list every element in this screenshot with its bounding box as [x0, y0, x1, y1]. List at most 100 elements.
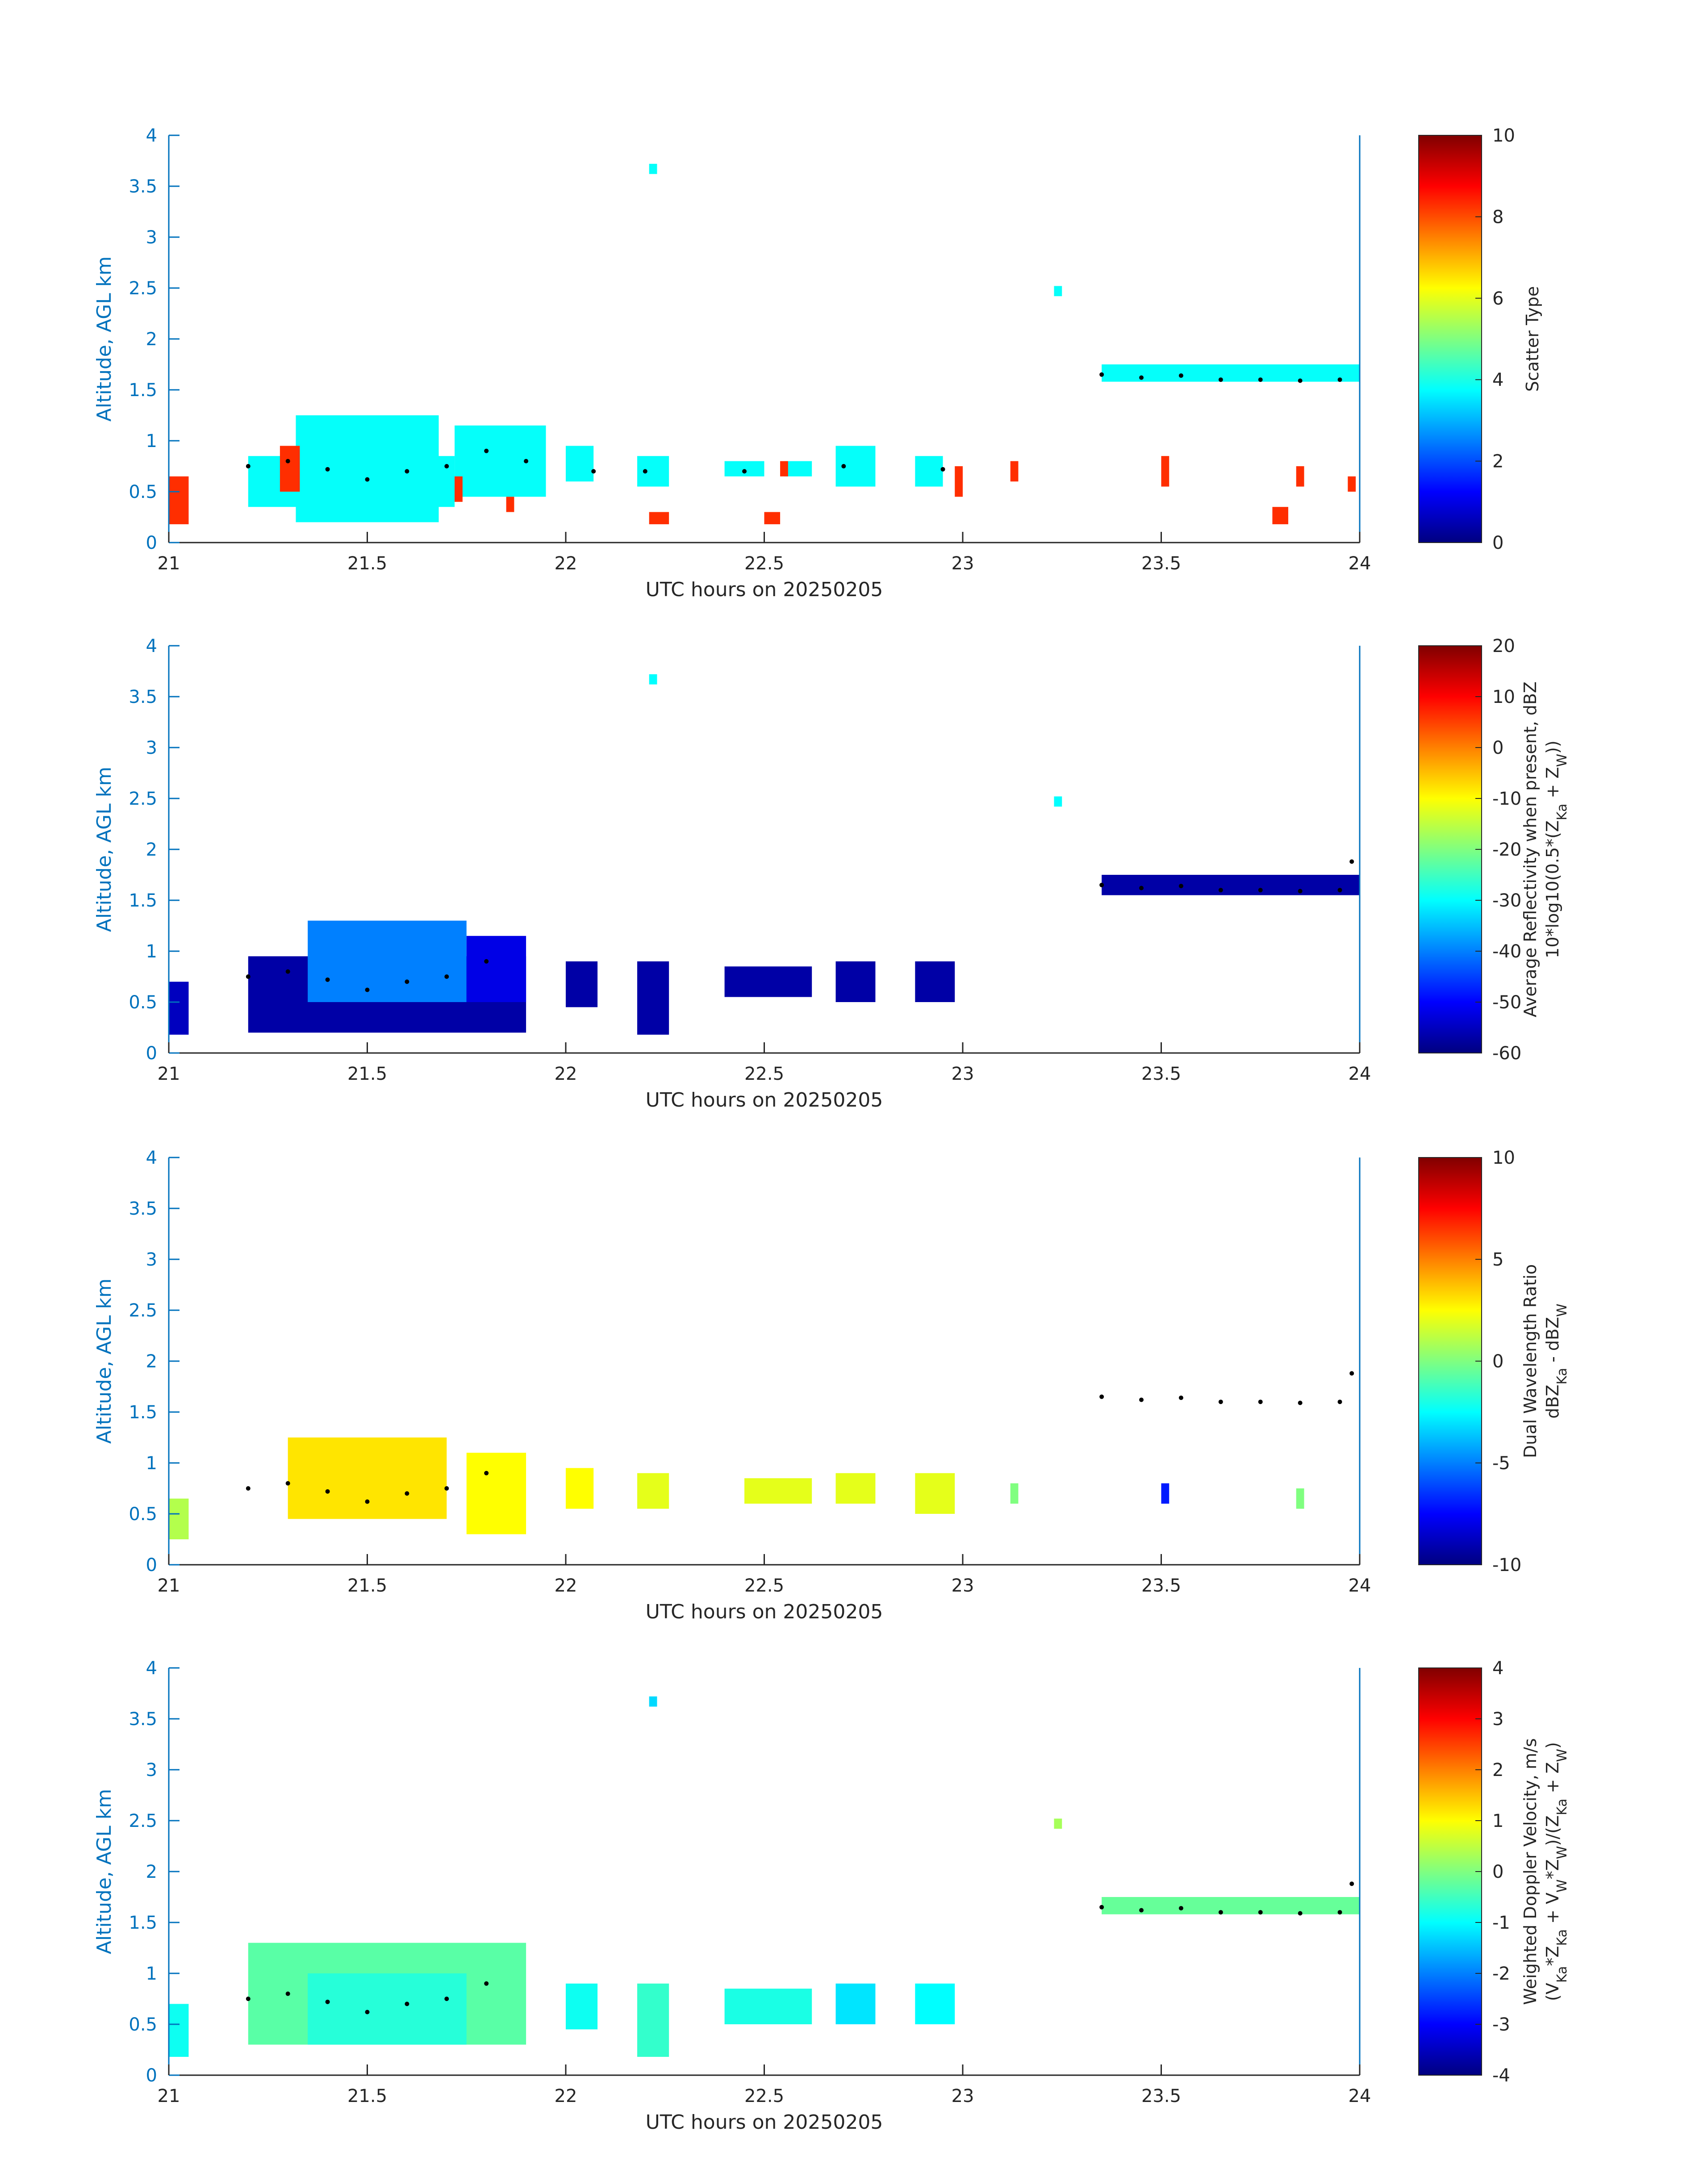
cloud-base-dot	[1337, 1910, 1342, 1915]
cloud-base-dot	[1349, 859, 1354, 864]
y-tick-label: 1.5	[129, 380, 157, 401]
cloud-base-dot	[325, 1489, 330, 1494]
cloud-base-dot	[841, 464, 846, 468]
x-axis-label: UTC hours on 20250205	[646, 1600, 883, 1623]
colorbar	[1418, 1667, 1482, 2076]
data-region	[1296, 466, 1304, 487]
colorbar	[1418, 645, 1482, 1053]
x-tick-label: 22	[555, 1064, 577, 1084]
data-region	[1102, 875, 1360, 895]
data-region	[566, 961, 598, 1007]
colorbar-tick-label: 5	[1492, 1249, 1503, 1270]
cloud-base-dot	[1178, 1906, 1183, 1911]
y-tick-label: 3	[146, 738, 157, 758]
data-region	[649, 1696, 657, 1707]
data-region	[784, 461, 812, 476]
data-region	[1102, 1897, 1360, 1914]
cloud-base-dot	[484, 1471, 489, 1475]
colorbar-tick-label: 2	[1492, 451, 1503, 472]
data-region	[566, 1983, 598, 2030]
x-tick-label: 24	[1349, 1064, 1371, 1084]
data-region	[649, 512, 669, 524]
x-axis-label: UTC hours on 20250205	[646, 578, 883, 601]
x-tick-label: 22	[555, 2086, 577, 2106]
colorbar-tick-label: 4	[1492, 1658, 1503, 1679]
y-tick-label: 0.5	[129, 2014, 157, 2035]
colorbar-tick-label: 2	[1492, 1760, 1503, 1780]
cloud-base-dot	[1258, 1910, 1263, 1915]
cloud-base-dot	[285, 1991, 290, 1996]
data-region	[1296, 1488, 1304, 1509]
cloud-base-dot	[1178, 884, 1183, 889]
x-axis-label: UTC hours on 20250205	[646, 1089, 883, 1111]
data-region	[466, 1453, 526, 1534]
cloud-base-dot	[524, 459, 529, 464]
data-region	[649, 163, 657, 174]
x-tick-label: 21.5	[347, 1575, 387, 1596]
x-tick-label: 22	[555, 1575, 577, 1596]
colorbar-tick-label: 8	[1492, 207, 1503, 227]
y-tick-label: 2.5	[129, 789, 157, 809]
cloud-base-dot	[1337, 888, 1342, 893]
y-tick-label: 0.5	[129, 1504, 157, 1525]
x-tick-label: 21.5	[347, 553, 387, 574]
cloud-base-dot	[365, 987, 370, 992]
y-tick-label: 2	[146, 1351, 157, 1372]
cloud-base-dot	[742, 469, 747, 474]
cloud-base-dot	[484, 959, 489, 964]
y-tick-label: 1.5	[129, 1402, 157, 1423]
cloud-base-dot	[1178, 1396, 1183, 1400]
cloud-base-dot	[285, 1481, 290, 1486]
colorbar-label: dBZKa - dBZW	[1543, 1304, 1570, 1419]
data-region	[169, 476, 189, 524]
x-tick-label: 21.5	[347, 2086, 387, 2106]
cloud-base-dot	[1099, 1394, 1104, 1399]
data-region	[288, 1437, 447, 1519]
data-region	[169, 2004, 189, 2057]
cloud-base-dot	[591, 469, 596, 474]
colorbar-tick-label: -2	[1492, 1964, 1510, 1984]
colorbar	[1418, 1157, 1482, 1565]
cloud-base-dot	[246, 1997, 251, 2001]
colorbar-tick-label: -10	[1492, 1555, 1521, 1575]
data-region	[308, 1973, 467, 2045]
colorbar-tick-label: -60	[1492, 1043, 1521, 1064]
colorbar-tick-label: -30	[1492, 890, 1521, 911]
colorbar-tick-label: 0	[1492, 1862, 1503, 1882]
colorbar-tick-label: 3	[1492, 1709, 1503, 1730]
data-region	[1102, 364, 1360, 382]
colorbar-tick-label: 10	[1492, 1148, 1515, 1168]
data-region	[506, 497, 514, 512]
data-region	[1161, 1483, 1169, 1504]
y-tick-label: 1	[146, 1453, 157, 1474]
cloud-base-dot	[940, 467, 945, 472]
x-tick-label: 23.5	[1141, 1064, 1181, 1084]
colorbar-tick-label: -20	[1492, 840, 1521, 860]
colorbar-tick-label: 10	[1492, 687, 1515, 707]
data-region	[637, 961, 669, 1035]
x-tick-label: 24	[1349, 1575, 1371, 1596]
x-tick-label: 22.5	[744, 1575, 784, 1596]
y-tick-label: 2	[146, 329, 157, 350]
data-region	[835, 1473, 876, 1504]
colorbar	[1418, 135, 1482, 543]
cloud-base-dot	[365, 2010, 370, 2014]
y-tick-label: 2.5	[129, 278, 157, 299]
x-tick-label: 23	[952, 1575, 974, 1596]
cloud-base-dot	[1258, 888, 1263, 893]
x-tick-label: 22	[555, 553, 577, 574]
y-tick-label: 2.5	[129, 1811, 157, 1831]
data-region	[1272, 507, 1288, 524]
colorbar-tick-label: 20	[1492, 636, 1515, 656]
cloud-base-dot	[325, 977, 330, 982]
colorbar-tick-label: 0	[1492, 533, 1503, 553]
cloud-base-dot	[246, 974, 251, 979]
data-region	[637, 456, 669, 487]
data-region	[1161, 456, 1169, 487]
x-tick-label: 22.5	[744, 1064, 784, 1084]
y-tick-label: 0	[146, 533, 157, 553]
colorbar-tick-label: -40	[1492, 941, 1521, 962]
